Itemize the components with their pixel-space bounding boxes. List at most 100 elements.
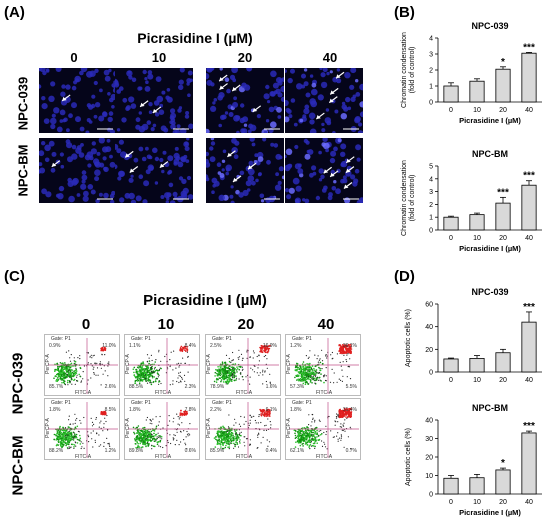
dot-live [140,376,142,379]
y-tick-label: 3 [429,189,433,196]
dot-other [68,375,70,378]
nucleus [281,175,284,180]
dot-other [346,417,348,419]
nucleus [148,102,153,107]
dot-live [150,383,153,386]
nucleus [206,128,210,133]
dot-live [65,366,68,369]
dot-live [145,442,147,444]
dot-live [228,433,230,435]
dot-live [68,440,71,442]
nucleus [96,151,101,156]
dot-other [244,445,246,447]
bar [443,85,459,103]
dot-other [156,438,158,440]
nucleus [154,181,159,185]
dot-other [307,357,309,359]
nucleus [248,160,254,166]
dot-other [189,423,191,425]
dot-apoptotic [338,416,341,419]
dot-other [83,416,85,419]
dot-live [222,425,224,428]
dot-live [156,443,159,446]
dot-live [297,434,300,436]
dot-live [67,365,69,367]
dot-live [136,366,139,369]
nucleus [354,117,361,124]
dot-live [147,445,149,447]
nucleus [355,92,361,97]
dot-live [70,443,73,446]
dot-live [135,370,138,373]
dot-live [222,439,224,441]
nucleus [82,195,89,202]
dot-other [323,431,325,434]
nucleus [135,124,141,130]
nucleus [98,192,103,197]
flow-plot-npcbm-0: Gate: P1 1.8% 8.5% 88.2% 1.2% FITC-A PerCP-A [44,398,120,460]
dot-live [145,445,147,447]
nucleus [103,192,109,199]
nucleus [218,123,222,128]
gate-label: Gate: P1 [51,336,71,342]
dot-other [342,375,344,377]
dot-live [229,365,231,367]
dot-live [154,435,156,437]
dot-live [301,376,304,379]
dot-other [260,421,262,424]
dot-live [61,433,63,436]
dot-live [305,376,308,378]
dot-live [75,436,78,439]
dot-live [228,360,231,363]
dot-live [60,437,62,440]
nucleus [224,111,229,115]
nucleus [187,194,193,200]
dot-other [239,432,241,434]
dot-other [235,377,238,379]
dot-other [150,420,152,422]
dot-live [220,427,223,429]
nucleus [86,103,92,108]
dot-other [317,372,319,374]
dot-other [70,446,72,448]
dot-other [308,356,310,358]
dot-other [228,430,230,432]
white-arrow [219,83,228,91]
nucleus [158,109,165,115]
dot-live [216,440,219,442]
nucleus [249,138,255,142]
dot-other [330,354,332,356]
dot-other [314,375,316,377]
dot-live [151,439,154,441]
dot-other [155,359,157,361]
nucleus [352,94,357,99]
dot-other [262,383,264,385]
nucleus [143,180,150,187]
nucleus [45,68,50,72]
dot-live [154,369,157,372]
significance-mark: * [501,57,505,68]
dot-other [81,446,83,448]
flow-plot-npc039-10: Gate: P1 1.1% 8.4% 88.5% 2.3% FITC-A PerCP-A [124,334,200,396]
dot-apoptotic [340,345,342,348]
dot-other [73,360,75,362]
dot-other [87,352,89,354]
dot-live [221,447,224,450]
dot-other [75,367,77,369]
dot-other [158,369,161,371]
dot-other [173,438,175,440]
dot-other [346,354,348,356]
nucleus [55,68,62,72]
dot-live [150,430,153,433]
dot-other [331,358,333,360]
dot-live [132,426,135,429]
dot-live [222,381,225,383]
dot-other [333,436,335,438]
dot-other [103,423,105,425]
dot-other [107,443,109,445]
dot-apoptotic [342,345,345,347]
dot-other [350,448,352,450]
dot-live [222,377,224,380]
nucleus [178,106,183,110]
nucleus [359,111,363,118]
